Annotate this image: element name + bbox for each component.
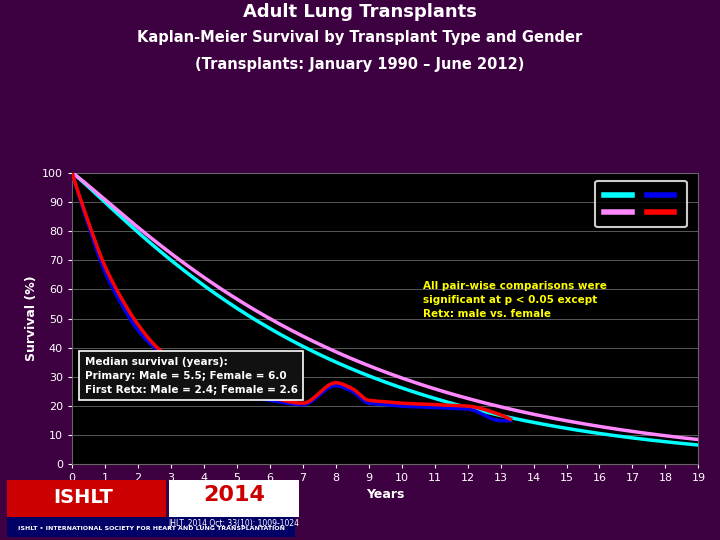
Text: ISHLT • INTERNATIONAL SOCIETY FOR HEART AND LUNG TRANSPLANTATION: ISHLT • INTERNATIONAL SOCIETY FOR HEART … [18,526,284,531]
Legend: , , , : , , , [595,181,687,227]
X-axis label: Years: Years [366,488,405,501]
Text: All pair-wise comparisons were
significant at p < 0.05 except
Retx: male vs. fem: All pair-wise comparisons were significa… [423,281,607,319]
Y-axis label: Survival (%): Survival (%) [24,276,38,361]
Text: JHLT. 2014 Oct; 33(10): 1009-1024: JHLT. 2014 Oct; 33(10): 1009-1024 [168,519,300,528]
Text: ISHLT: ISHLT [53,488,113,508]
Text: Adult Lung Transplants: Adult Lung Transplants [243,3,477,21]
FancyBboxPatch shape [7,517,295,537]
FancyBboxPatch shape [7,480,166,537]
Text: 2014: 2014 [203,484,265,505]
Text: Kaplan-Meier Survival by Transplant Type and Gender: Kaplan-Meier Survival by Transplant Type… [138,30,582,45]
Text: Median survival (years):
Primary: Male = 5.5; Female = 6.0
First Retx: Male = 2.: Median survival (years): Primary: Male =… [84,356,297,395]
FancyBboxPatch shape [169,480,299,517]
Text: (Transplants: January 1990 – June 2012): (Transplants: January 1990 – June 2012) [195,57,525,72]
